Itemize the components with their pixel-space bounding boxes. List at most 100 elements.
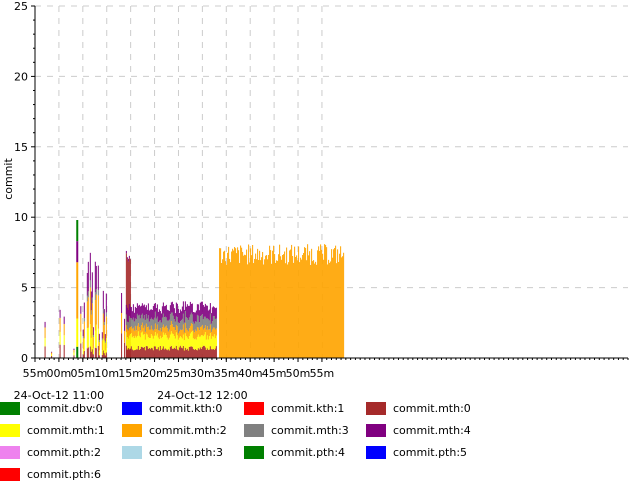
area-slice xyxy=(210,303,211,313)
area-slice xyxy=(176,303,177,317)
area-slice xyxy=(140,349,141,358)
area-slice xyxy=(256,259,257,358)
area-slice xyxy=(136,330,137,337)
area-slice xyxy=(102,340,103,350)
area-slice xyxy=(144,347,145,358)
area-slice xyxy=(177,317,178,326)
area-slice xyxy=(175,313,176,321)
area-slice xyxy=(266,255,267,358)
area-slice xyxy=(193,322,194,331)
area-slice xyxy=(237,247,238,358)
area-slice xyxy=(324,244,325,358)
legend-swatch xyxy=(0,402,20,415)
area-slice xyxy=(129,328,130,336)
area-slice xyxy=(150,319,151,329)
area-slice xyxy=(178,322,179,333)
area-slice xyxy=(105,343,106,351)
area-slice xyxy=(165,317,166,327)
area-slice xyxy=(60,310,61,318)
area-slice xyxy=(187,338,188,349)
area-slice xyxy=(158,347,159,358)
area-slice xyxy=(138,331,139,346)
area-slice xyxy=(135,326,136,336)
area-slice xyxy=(95,331,96,348)
area-slice xyxy=(185,311,186,323)
area-slice xyxy=(83,354,84,358)
area-slice xyxy=(157,349,158,358)
area-slice xyxy=(201,349,202,358)
area-slice xyxy=(271,264,272,358)
area-slice xyxy=(174,308,175,319)
area-slice xyxy=(211,339,212,349)
area-slice xyxy=(174,319,175,327)
area-slice xyxy=(147,319,148,328)
area-slice xyxy=(282,255,283,358)
area-slice xyxy=(147,327,148,334)
area-slice xyxy=(145,332,146,340)
area-slice xyxy=(87,348,88,358)
area-slice xyxy=(168,331,169,339)
area-slice xyxy=(200,327,201,337)
area-slice xyxy=(45,327,46,338)
legend-item: commit.pth:4 xyxy=(244,445,345,459)
area-slice xyxy=(330,261,331,358)
area-slice xyxy=(190,326,191,334)
area-slice xyxy=(172,333,173,348)
area-slice xyxy=(181,311,182,320)
area-slice xyxy=(171,312,172,321)
area-slice xyxy=(178,340,179,350)
area-slice xyxy=(204,317,205,328)
area-slice xyxy=(121,333,122,358)
area-slice xyxy=(156,349,157,358)
area-slice xyxy=(204,335,205,346)
area-slice xyxy=(87,273,88,296)
area-slice xyxy=(194,350,195,358)
area-slice xyxy=(258,260,259,358)
legend-item: commit.pth:5 xyxy=(366,445,467,459)
area-slice xyxy=(158,312,159,322)
area-slice xyxy=(326,247,327,358)
area-slice xyxy=(143,328,144,335)
area-slice xyxy=(167,320,168,328)
area-slice xyxy=(203,305,204,319)
area-slice xyxy=(105,341,106,343)
area-slice xyxy=(188,320,189,331)
area-slice xyxy=(209,350,210,358)
legend-item: commit.kth:0 xyxy=(122,401,222,415)
area-slice xyxy=(194,332,195,339)
area-slice xyxy=(331,249,332,358)
area-slice xyxy=(170,314,171,325)
area-slice xyxy=(173,334,174,349)
area-slice xyxy=(131,346,132,358)
legend-label: commit.pth:6 xyxy=(27,468,101,481)
area-slice xyxy=(157,317,158,325)
area-slice xyxy=(177,349,178,358)
area-slice xyxy=(93,337,94,348)
area-slice xyxy=(313,260,314,358)
area-slice xyxy=(160,311,161,320)
y-tick-label: 10 xyxy=(14,211,28,224)
area-slice xyxy=(145,307,146,320)
x-tick-label: 45m xyxy=(262,367,287,380)
area-slice xyxy=(152,329,153,335)
area-slice xyxy=(144,334,145,347)
x-tick-label: 55m xyxy=(310,367,335,380)
area-slice xyxy=(229,259,230,358)
area-slice xyxy=(179,331,180,337)
area-slice xyxy=(291,245,292,358)
legend-swatch xyxy=(0,446,20,459)
area-slice xyxy=(170,347,171,358)
area-slice xyxy=(214,334,215,350)
area-slice xyxy=(134,331,135,338)
area-slice xyxy=(286,248,287,358)
area-slice xyxy=(90,347,91,358)
area-slice xyxy=(306,260,307,358)
area-slice xyxy=(150,349,151,358)
area-slice xyxy=(173,327,174,334)
area-slice xyxy=(213,306,214,316)
area-slice xyxy=(196,350,197,358)
area-slice xyxy=(186,317,187,328)
area-slice xyxy=(98,329,99,346)
area-slice xyxy=(197,337,198,350)
area-slice xyxy=(96,266,97,289)
